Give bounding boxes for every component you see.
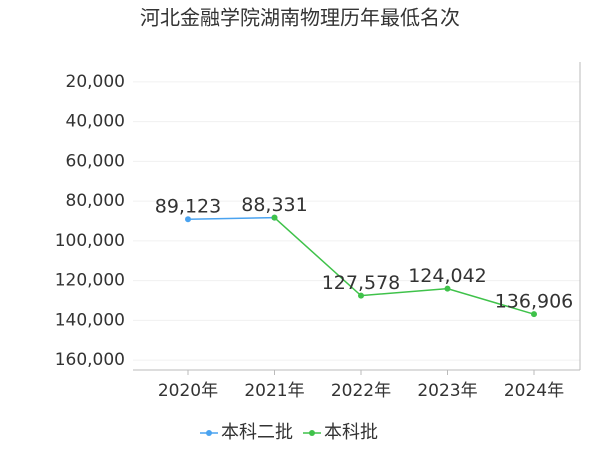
y-tick-label: 80,000 [66,191,125,211]
point [185,216,191,223]
point [271,214,278,221]
y-tick-label: 160,000 [55,350,125,370]
y-tick-label: 20,000 [66,72,125,92]
data-label: 88,331 [241,194,307,216]
legend-marker [206,430,212,436]
x-tick-label: 2023年 [417,381,477,401]
series-line [187,216,275,220]
y-tick-label: 120,000 [55,271,125,291]
x-tick-label: 2022年 [331,381,391,401]
y-tick-label: 40,000 [66,112,125,132]
series-line [273,217,535,315]
point [444,285,451,292]
legend-label: 本科二批 [221,422,293,443]
chart-title: 河北金融学院湖南物理历年最低名次 [140,6,460,30]
x-tick-label: 2021年 [244,381,304,401]
data-label: 136,906 [495,291,574,313]
data-label: 89,123 [155,196,221,218]
data-label: 127,578 [322,272,401,294]
point [358,292,364,299]
point [531,311,537,318]
legend-marker [309,430,315,436]
y-tick-label: 140,000 [55,310,125,330]
data-label: 124,042 [408,265,487,287]
y-tick-label: 60,000 [66,151,125,171]
x-tick-label: 2024年 [504,381,564,401]
x-tick-label: 2020年 [158,381,218,401]
legend-label: 本科批 [324,422,378,443]
y-tick-label: 100,000 [55,231,125,251]
